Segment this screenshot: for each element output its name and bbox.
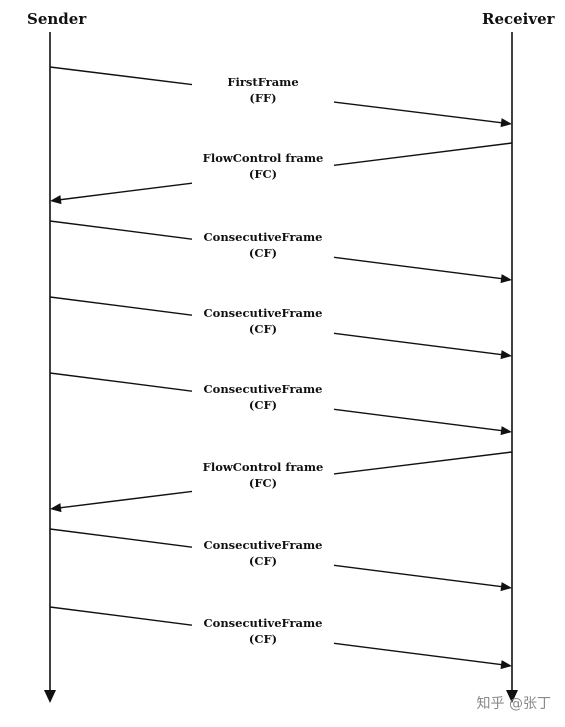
- message-arrowhead: [500, 274, 512, 284]
- message-label: ConsecutiveFrame (CF): [188, 305, 338, 337]
- message-name: ConsecutiveFrame: [203, 229, 323, 244]
- message-label: ConsecutiveFrame (CF): [188, 229, 338, 261]
- sender-lifeline-arrowhead: [44, 690, 56, 703]
- message-arrowhead: [500, 660, 512, 670]
- message-abbreviation: (CF): [248, 553, 278, 568]
- message-name: FlowControl frame: [202, 459, 324, 474]
- message-abbreviation: (FC): [248, 475, 278, 490]
- message-arrowhead: [500, 350, 512, 360]
- message-line-segment: [49, 372, 193, 392]
- message-arrowhead: [500, 582, 512, 592]
- message-name: FirstFrame: [227, 74, 299, 89]
- message-abbreviation: (CF): [248, 245, 278, 260]
- message-label: FirstFrame (FF): [188, 74, 338, 106]
- message-name: ConsecutiveFrame: [203, 537, 323, 552]
- message-label: ConsecutiveFrame (CF): [188, 615, 338, 647]
- message-name: FlowControl frame: [202, 151, 324, 165]
- message-arrow: [49, 66, 512, 128]
- message-line-segment: [333, 332, 503, 356]
- message-arrow: [49, 606, 512, 670]
- message-line-segment: [333, 642, 503, 666]
- message-abbreviation: (CF): [248, 631, 278, 646]
- message-abbreviation: (CF): [248, 321, 278, 336]
- message-line-segment: [333, 451, 513, 475]
- message-line-segment: [333, 408, 503, 432]
- sender-label: Sender: [27, 10, 87, 28]
- message-label: ConsecutiveFrame (CF): [188, 537, 338, 569]
- message-line-segment: [333, 564, 503, 588]
- message-arrowhead: [50, 503, 62, 513]
- message-label: ConsecutiveFrame (CF): [188, 381, 338, 413]
- message-name: ConsecutiveFrame: [203, 305, 323, 320]
- message-line-segment: [49, 66, 193, 86]
- receiver-label: Receiver: [482, 10, 555, 28]
- message-arrow: [49, 528, 512, 592]
- message-line-segment: [59, 182, 193, 201]
- message-abbreviation: (CF): [248, 397, 278, 412]
- message-line-segment: [49, 528, 193, 548]
- message-line-segment: [49, 606, 193, 626]
- receiver-lifeline-arrowhead: [506, 690, 518, 703]
- message-name: ConsecutiveFrame: [203, 381, 323, 396]
- message-label: FlowControl frame (FC): [188, 150, 338, 182]
- message-line-segment: [59, 490, 193, 509]
- message-line-segment: [49, 296, 193, 316]
- message-line-segment: [333, 256, 503, 280]
- message-arrow: [50, 451, 513, 513]
- message-line-segment: [49, 220, 193, 240]
- message-arrowhead: [500, 426, 512, 436]
- message-arrow: [49, 296, 512, 360]
- message-arrow: [49, 220, 512, 284]
- message-arrowhead: [50, 195, 62, 205]
- message-line-segment: [333, 142, 513, 167]
- message-abbreviation: (FF): [249, 90, 277, 105]
- message-name: ConsecutiveFrame: [203, 615, 323, 630]
- message-arrowhead: [500, 118, 512, 128]
- message-abbreviation: (FC): [248, 167, 278, 181]
- message-label: FlowControl frame (FC): [188, 459, 338, 491]
- message-arrow: [50, 142, 513, 205]
- messages-layer: [49, 66, 513, 670]
- watermark: 知乎 @张丁: [476, 696, 551, 712]
- message-line-segment: [333, 101, 503, 124]
- message-arrow: [49, 372, 512, 436]
